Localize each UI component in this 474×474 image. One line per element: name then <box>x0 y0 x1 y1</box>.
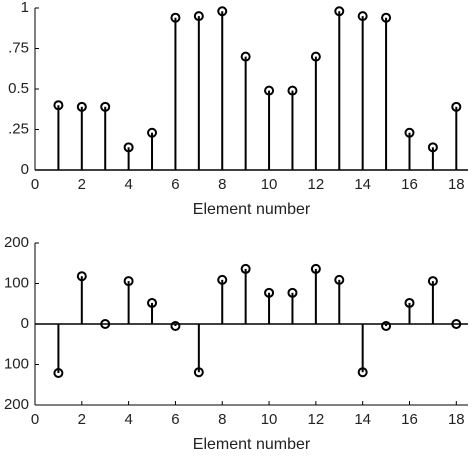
x-tick-label: 16 <box>401 176 418 193</box>
stem-marker <box>170 12 181 23</box>
stem-marker <box>357 11 368 22</box>
stem-marker <box>76 271 87 282</box>
y-tick-label: .75 <box>8 39 29 56</box>
stem-marker <box>53 100 64 111</box>
y-tick-label: 100 <box>4 355 29 372</box>
stem-marker <box>287 287 298 298</box>
y-tick-label: 0 <box>21 315 29 332</box>
y-tick-label: 100 <box>4 274 29 291</box>
stem-marker <box>334 274 345 285</box>
stem-marker <box>451 319 462 329</box>
stem-marker <box>193 367 204 378</box>
stem-marker <box>427 276 438 287</box>
x-tick-label: 14 <box>354 411 371 428</box>
x-axis-label: Element number <box>193 201 311 218</box>
stem-marker <box>170 321 181 332</box>
stem-marker <box>264 85 275 96</box>
y-tick-label: 1 <box>21 0 29 16</box>
y-tick-label: .25 <box>8 120 29 137</box>
x-axis-label: Element number <box>193 436 311 453</box>
x-tick-label: 18 <box>448 176 465 193</box>
stem-marker <box>427 142 438 153</box>
stem-marker <box>240 51 251 62</box>
x-tick-label: 10 <box>261 411 278 428</box>
x-tick-label: 4 <box>124 176 132 193</box>
stem-marker <box>100 319 111 329</box>
stem-marker <box>310 51 321 62</box>
x-tick-label: 16 <box>401 411 418 428</box>
y-tick-label: 200 <box>4 396 29 413</box>
y-tick-label: 0.5 <box>8 80 29 97</box>
x-tick-label: 2 <box>78 411 86 428</box>
stem-marker <box>334 6 345 17</box>
stem-marker <box>147 297 158 308</box>
stem-marker <box>193 11 204 22</box>
stem-marker <box>240 263 251 274</box>
stem-marker <box>147 127 158 138</box>
stem-marker <box>53 368 64 379</box>
x-tick-label: 18 <box>448 411 465 428</box>
stem-marker <box>76 101 87 112</box>
x-tick-label: 8 <box>218 176 226 193</box>
x-tick-label: 2 <box>78 176 86 193</box>
stem-marker <box>264 287 275 298</box>
x-tick-label: 14 <box>354 176 371 193</box>
x-tick-label: 0 <box>31 411 39 428</box>
stem-marker <box>100 101 111 112</box>
stem-marker <box>123 142 134 153</box>
y-tick-label: 200 <box>4 234 29 251</box>
y-tick-label: 0 <box>21 161 29 178</box>
x-tick-label: 4 <box>124 411 132 428</box>
stem-marker <box>451 101 462 112</box>
stem-marker <box>123 276 134 287</box>
x-tick-label: 8 <box>218 411 226 428</box>
stem-marker <box>404 297 415 308</box>
stem-marker <box>381 321 392 332</box>
stem-marker <box>357 367 368 378</box>
stem-marker <box>217 6 228 17</box>
stem-marker <box>310 263 321 274</box>
x-tick-label: 12 <box>308 176 325 193</box>
stem-marker <box>381 12 392 23</box>
stem-marker <box>404 127 415 138</box>
stem-marker <box>217 274 228 285</box>
x-tick-label: 12 <box>308 411 325 428</box>
x-tick-label: 0 <box>31 176 39 193</box>
x-tick-label: 6 <box>171 176 179 193</box>
stem-marker <box>287 85 298 96</box>
x-tick-label: 6 <box>171 411 179 428</box>
x-tick-label: 10 <box>261 176 278 193</box>
